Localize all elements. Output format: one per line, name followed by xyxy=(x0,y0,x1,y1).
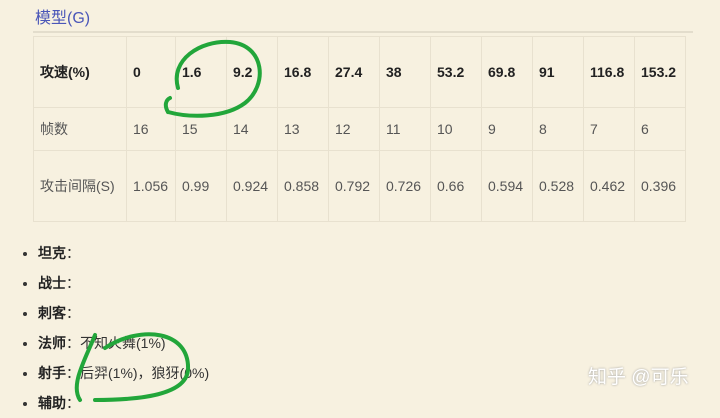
annotation-circle-list xyxy=(74,332,191,402)
role-item: 法师：不知火舞(1%) xyxy=(38,328,209,358)
role-item: 坦克： xyxy=(38,238,209,268)
annotation-circle-table xyxy=(163,39,262,118)
table-cell: 8 xyxy=(532,107,584,151)
table-cell: 0.924 xyxy=(226,150,278,222)
table-cell: 0.66 xyxy=(430,150,482,222)
table-cell: 0.528 xyxy=(532,150,584,222)
table-cell: 14 xyxy=(226,107,278,151)
attack-speed-table: 攻速(%) 0 1.6 9.2 16.8 27.4 38 53.2 69.8 91 116.8 153… xyxy=(33,36,686,222)
table-row: 攻击间隔(S) 1.056 0.99 0.924 0.858 0.792 0.726 0.66… xyxy=(33,150,686,222)
table-cell: 0.858 xyxy=(277,150,329,222)
table-cell: 0.594 xyxy=(481,150,533,222)
table-cell: 16 xyxy=(126,107,176,151)
row-header: 攻击间隔(S) xyxy=(33,150,127,222)
table-cell: 7 xyxy=(583,107,635,151)
role-label[interactable]: 坦克 xyxy=(38,245,66,261)
table-cell: 27.4 xyxy=(328,36,380,108)
role-label[interactable]: 刺客 xyxy=(38,305,66,321)
row-header: 帧数 xyxy=(33,107,127,151)
table-cell: 0.792 xyxy=(328,150,380,222)
divider xyxy=(33,31,693,33)
table-cell: 0.396 xyxy=(634,150,686,222)
table-cell: 53.2 xyxy=(430,36,482,108)
table-row: 攻速(%) 0 1.6 9.2 16.8 27.4 38 53.2 69.8 91 116.8 153… xyxy=(33,36,686,108)
handwritten-annotations xyxy=(74,39,262,402)
role-label[interactable]: 战士 xyxy=(38,275,66,291)
table-cell: 6 xyxy=(634,107,686,151)
table-cell: 0.462 xyxy=(583,150,635,222)
role-label[interactable]: 法师 xyxy=(38,335,66,351)
table-cell: 0.99 xyxy=(175,150,227,222)
watermark: 知乎 @可乐 xyxy=(588,367,689,388)
table-row: 帧数 16 15 14 13 12 11 10 9 8 7 6 xyxy=(33,107,686,151)
table-cell: 38 xyxy=(379,36,431,108)
role-heroes: 后羿(1%)，狼犽(0%) xyxy=(80,365,210,381)
role-item: 射手：后羿(1%)，狼犽(0%) xyxy=(38,358,209,388)
table-cell: 0 xyxy=(126,36,176,108)
table-cell: 153.2 xyxy=(634,36,686,108)
role-item: 战士： xyxy=(38,268,209,298)
table-cell: 16.8 xyxy=(277,36,329,108)
table-cell: 10 xyxy=(430,107,482,151)
section-title[interactable]: 模型(G) xyxy=(35,10,91,27)
table-cell: 91 xyxy=(532,36,584,108)
role-item: 刺客： xyxy=(38,298,209,328)
table-cell: 0.726 xyxy=(379,150,431,222)
row-header: 攻速(%) xyxy=(33,36,127,108)
role-label[interactable]: 射手 xyxy=(38,365,66,381)
role-heroes: 不知火舞(1%) xyxy=(80,335,166,351)
